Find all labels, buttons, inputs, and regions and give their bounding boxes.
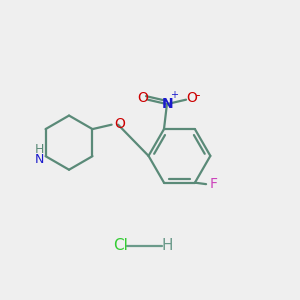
Text: Cl: Cl	[113, 238, 128, 253]
Text: N: N	[35, 153, 44, 166]
Text: O: O	[186, 92, 197, 106]
Text: H: H	[162, 238, 173, 253]
Text: O: O	[137, 92, 148, 106]
Text: F: F	[210, 177, 218, 191]
Text: -: -	[195, 89, 200, 102]
Text: N: N	[161, 97, 173, 111]
Text: +: +	[170, 90, 178, 100]
Text: H: H	[34, 143, 44, 156]
Text: O: O	[114, 117, 125, 131]
